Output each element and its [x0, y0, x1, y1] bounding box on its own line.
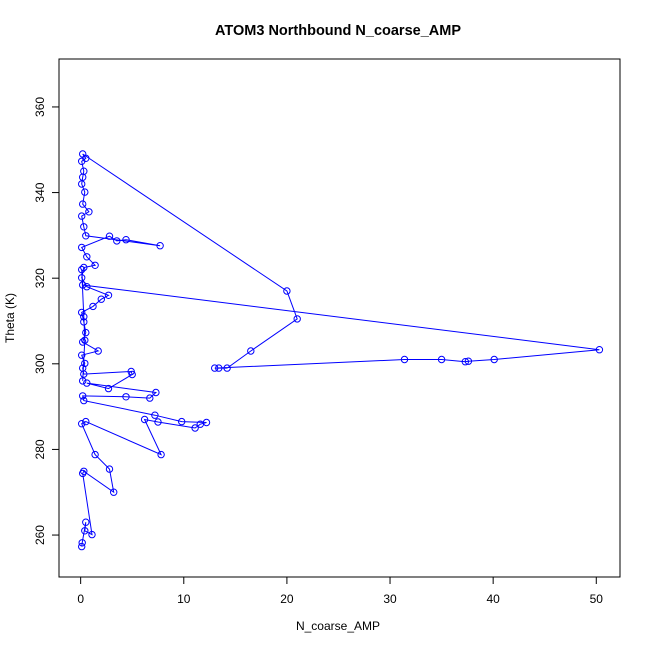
data-point — [78, 351, 86, 359]
data-point — [80, 313, 88, 321]
plot-frame — [58, 58, 621, 578]
data-point — [82, 328, 90, 337]
data-point — [151, 411, 159, 419]
data-point — [88, 530, 96, 539]
data-point — [215, 364, 223, 372]
data-point — [202, 418, 211, 427]
data-point — [83, 283, 91, 291]
y-axis-label: Theta (K) — [3, 293, 17, 343]
data-point — [81, 359, 89, 368]
data-point — [81, 336, 89, 344]
series-line — [80, 153, 600, 547]
data-point — [140, 415, 149, 424]
data-point — [78, 274, 86, 282]
data-point — [79, 281, 87, 289]
data-point — [85, 208, 93, 216]
data-point — [78, 265, 86, 274]
data-point — [178, 417, 186, 426]
data-point — [105, 465, 114, 473]
data-point — [79, 364, 87, 372]
data-point — [154, 418, 162, 426]
data-point — [79, 392, 87, 400]
data-point — [83, 379, 91, 387]
data-point — [81, 527, 89, 535]
y-tick-label: 260 — [33, 525, 47, 545]
data-point — [464, 357, 473, 365]
data-point — [94, 347, 102, 355]
data-point — [79, 150, 87, 158]
data-point — [122, 393, 130, 401]
data-point — [83, 253, 91, 261]
data-point — [104, 291, 113, 299]
data-point — [79, 338, 87, 346]
data-point — [247, 347, 255, 355]
y-tick-label: 340 — [33, 182, 47, 202]
data-point — [80, 263, 88, 272]
data-point — [211, 364, 219, 372]
data-point — [156, 242, 164, 250]
data-point — [461, 358, 469, 366]
data-point — [80, 167, 88, 175]
y-tick-label: 300 — [33, 353, 47, 373]
data-point — [79, 200, 87, 208]
data-point — [293, 315, 301, 323]
chart-title: ATOM3 Northbound N_coarse_AMP — [215, 23, 461, 39]
data-point — [82, 417, 90, 426]
data-point — [400, 355, 409, 364]
data-point — [104, 384, 113, 393]
data-point — [146, 394, 154, 402]
x-tick-label: 10 — [177, 592, 191, 606]
data-point — [110, 488, 118, 496]
data-point — [191, 424, 199, 432]
data-point — [91, 261, 99, 269]
x-tick-label: 40 — [486, 592, 500, 606]
data-point — [490, 355, 498, 364]
x-tick-label: 20 — [280, 592, 294, 606]
data-point — [283, 287, 291, 295]
data-point — [78, 180, 86, 188]
data-point — [78, 420, 86, 428]
data-point — [82, 518, 90, 526]
data-point — [78, 243, 86, 252]
data-point — [157, 450, 165, 459]
data-point — [78, 542, 86, 551]
data-point — [128, 370, 136, 379]
data-point — [80, 396, 88, 405]
x-tick-label: 30 — [383, 592, 397, 606]
data-point — [79, 377, 87, 385]
data-point — [97, 295, 106, 303]
data-point — [80, 318, 88, 326]
data-point — [80, 223, 88, 231]
data-point — [152, 388, 160, 397]
data-point — [81, 188, 89, 196]
x-axis-label: N_coarse_AMP — [296, 619, 380, 633]
data-point — [595, 346, 604, 354]
data-point — [122, 236, 130, 244]
data-point — [437, 355, 446, 364]
data-point — [105, 232, 114, 240]
y-axis: 260 280 300 320 340 360 — [33, 97, 60, 545]
data-point — [113, 237, 121, 245]
data-point — [78, 308, 86, 317]
data-point — [223, 364, 231, 372]
data-point — [78, 212, 86, 220]
x-axis: 0 10 20 30 40 50 — [77, 576, 604, 606]
data-point — [91, 450, 99, 459]
x-tick-label: 50 — [590, 592, 604, 606]
x-tick-label: 0 — [77, 592, 84, 606]
series-layer — [78, 150, 604, 551]
y-tick-label: 280 — [33, 439, 47, 459]
y-tick-label: 360 — [33, 97, 47, 117]
data-point — [127, 367, 135, 376]
data-point — [80, 467, 88, 475]
data-point — [82, 232, 90, 240]
data-point — [78, 539, 86, 547]
data-point — [89, 302, 97, 311]
y-tick-label: 320 — [33, 268, 47, 288]
